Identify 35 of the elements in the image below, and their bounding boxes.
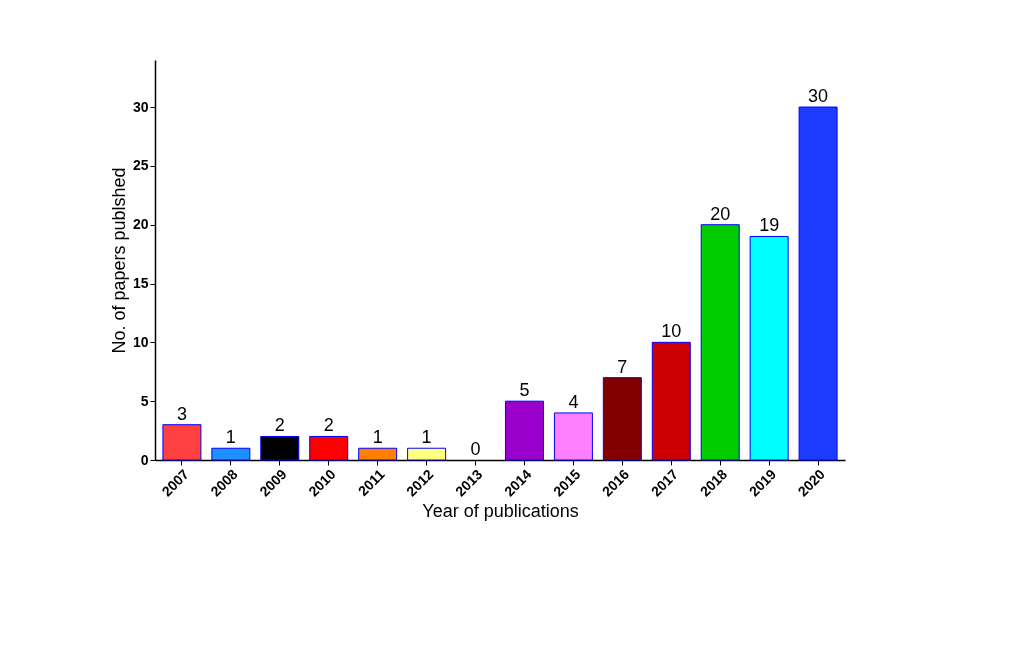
data-label: 1 xyxy=(421,427,432,448)
data-label: 19 xyxy=(759,215,780,236)
x-axis-title: Year of publications xyxy=(422,501,579,522)
y-tick-label: 25 xyxy=(132,157,149,174)
data-label: 7 xyxy=(617,356,628,377)
bar xyxy=(211,447,251,461)
bar xyxy=(504,400,544,461)
y-tick-label: 10 xyxy=(132,333,149,350)
bar xyxy=(358,447,398,461)
data-label: 1 xyxy=(225,427,236,448)
y-tick-label: 0 xyxy=(140,451,149,468)
bar xyxy=(602,377,642,461)
data-label: 10 xyxy=(661,321,682,342)
bar xyxy=(407,447,447,461)
data-label: 0 xyxy=(470,439,481,459)
y-tick-label: 20 xyxy=(132,216,149,233)
bar xyxy=(309,435,349,461)
data-label: 30 xyxy=(808,86,829,107)
y-tick-label: 5 xyxy=(140,392,149,409)
data-label: 1 xyxy=(372,427,383,448)
bar xyxy=(798,106,838,461)
bar xyxy=(651,341,691,461)
data-label: 3 xyxy=(176,403,187,424)
bar xyxy=(553,412,593,461)
data-label: 4 xyxy=(568,391,579,412)
y-axis-title: No. of papers publshed xyxy=(108,167,129,354)
data-label: 5 xyxy=(519,380,530,401)
y-tick-label: 30 xyxy=(132,98,149,115)
data-label: 2 xyxy=(274,415,285,436)
data-label: 2 xyxy=(323,415,334,436)
y-tick-label: 15 xyxy=(132,275,149,292)
bar xyxy=(749,235,789,461)
bar xyxy=(700,224,740,461)
bar xyxy=(162,424,202,461)
data-label: 20 xyxy=(710,203,731,224)
